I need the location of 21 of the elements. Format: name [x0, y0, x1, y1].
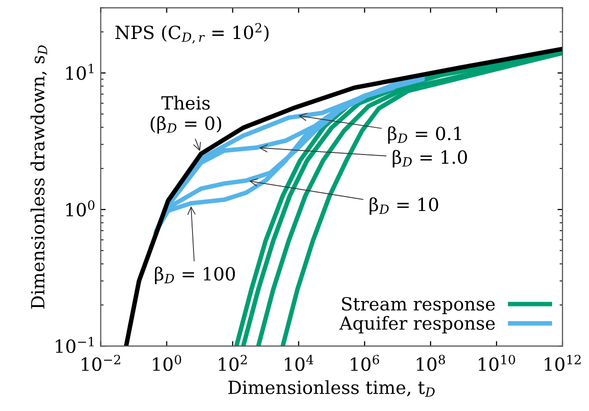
x-tick-label: 10$^{6}$	[350, 354, 380, 372]
x-tick-label: 10$^{8}$	[416, 354, 445, 372]
y-tick-label: 10$^{1}$	[66, 64, 94, 80]
annotation: NPS (C$_{D,r}$ = 10$^{2}$)	[115, 23, 269, 44]
annotation: β$_{D}$ = 10	[370, 197, 438, 215]
y-tick-label: 10$^{0}$	[66, 200, 94, 216]
legend-label: Stream response	[342, 296, 495, 314]
annotation: β$_{D}$ = 1.0	[392, 150, 467, 168]
x-axis-title: Dimensionless time, t$_{D}$	[228, 380, 435, 397]
y-axis-title: Dimensionless drawdown, s$_{D}$	[30, 45, 48, 309]
x-tick-label: 10$^{2}$	[218, 354, 247, 372]
legend-label: Aquifer response	[339, 316, 495, 334]
annotation: β$_{D}$ = 100	[154, 266, 235, 284]
y-tick-label: 10$^{−1}$	[56, 336, 94, 354]
x-tick-label: 10$^{4}$	[284, 354, 314, 372]
x-tick-label: 10$^{10}$	[478, 354, 516, 372]
annotation: β$_{D}$ = 0.1	[388, 126, 461, 144]
x-tick-label: 10$^{12}$	[544, 354, 581, 372]
x-tick-label: 10$^{0}$	[153, 354, 182, 372]
x-tick-label: 10$^{−2}$	[82, 354, 120, 372]
annotation: Theis (β$_{D}$ = 0)	[150, 96, 222, 134]
